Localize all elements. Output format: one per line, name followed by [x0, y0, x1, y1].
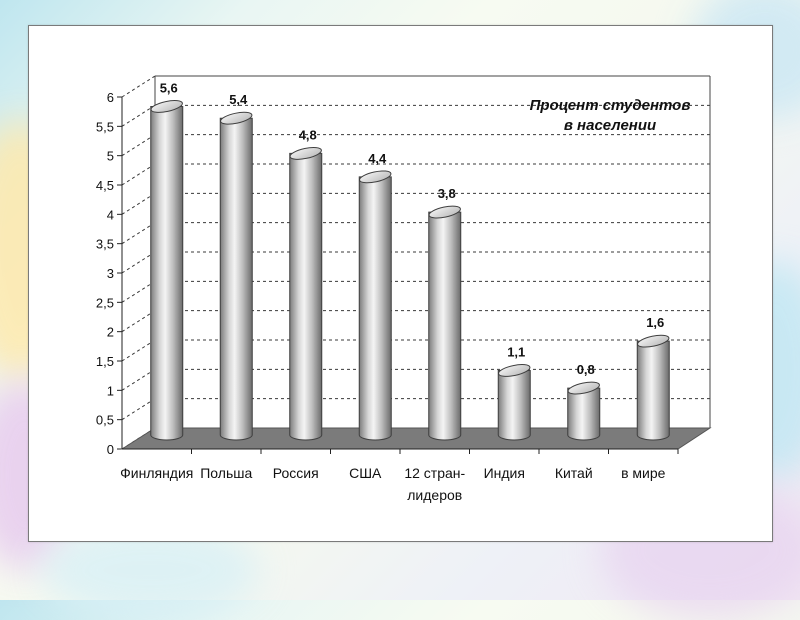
data-label: 4,4 — [368, 151, 387, 166]
x-tick-label: Россия — [273, 465, 319, 481]
gridline-side — [121, 134, 156, 157]
x-tick-label: Польша — [200, 465, 252, 481]
bar-top — [220, 111, 253, 125]
bar-top — [359, 170, 392, 184]
gridline-side — [121, 222, 156, 245]
chart-annotation: Процент студентов в населении — [500, 96, 720, 136]
gridline-side — [121, 163, 156, 186]
chart-floor — [120, 427, 712, 450]
y-tick-label: 3 — [107, 266, 114, 281]
gridline-side — [121, 339, 156, 362]
data-label: 3,8 — [438, 186, 456, 201]
data-label: 5,6 — [160, 80, 178, 95]
data-label: 1,6 — [646, 315, 664, 330]
data-label: 4,8 — [299, 127, 317, 142]
bars-layer — [150, 100, 670, 441]
y-tick-label: 4 — [107, 207, 114, 222]
bar — [497, 369, 531, 441]
y-tick-label: 3,5 — [96, 237, 114, 252]
y-tick-label: 0,5 — [96, 413, 114, 428]
bar — [289, 152, 323, 441]
data-label: 0,8 — [577, 362, 595, 377]
bar-top — [289, 146, 322, 160]
x-tick-label: в мире — [621, 465, 666, 481]
y-tick-label: 5,5 — [96, 119, 114, 134]
y-tick-label: 5 — [107, 149, 114, 164]
y-tick-label: 6 — [107, 90, 114, 105]
gridline-side — [121, 310, 156, 333]
y-tick-label: 1,5 — [96, 354, 114, 369]
gridline-side — [121, 368, 156, 391]
x-tick-label: Финляндия — [120, 465, 193, 481]
gridline-side — [121, 280, 156, 303]
bar — [358, 176, 392, 441]
gridline-side — [121, 104, 156, 127]
bar — [567, 387, 601, 441]
bar — [150, 105, 184, 441]
annotation-line: Процент студентов — [529, 97, 691, 114]
y-tick-label: 2,5 — [96, 295, 114, 310]
x-tick-label: США — [349, 465, 382, 481]
gridline-side — [121, 251, 156, 274]
data-label: 1,1 — [507, 344, 525, 359]
y-tick-label: 0 — [107, 442, 114, 457]
y-tick-label: 4,5 — [96, 178, 114, 193]
annotation-line: в населении — [563, 117, 657, 134]
bar — [636, 340, 670, 441]
gridline-side — [121, 398, 156, 421]
y-tick-label: 2 — [107, 325, 114, 340]
x-tick-label: 12 стран- — [404, 465, 465, 481]
gridline-side — [121, 75, 156, 98]
bar — [219, 117, 253, 441]
y-tick-label: 1 — [107, 383, 114, 398]
label-layer: 5,6 Финляндия 5,4 Польша 4,8 Россия 4,4 США 3,8 1… — [120, 80, 666, 503]
x-tick-label: Китай — [555, 465, 593, 481]
bar-chart: 00,511,522,533,544,555,56 5,6Финляндия5,… — [96, 75, 712, 503]
bar-top — [498, 364, 531, 377]
data-label: 5,4 — [229, 92, 248, 107]
bar-top — [567, 381, 600, 395]
bar-top — [428, 205, 461, 219]
bar-top — [150, 100, 183, 113]
x-tick-label: Индия — [484, 465, 525, 481]
bar-top — [637, 334, 670, 348]
x-tick-label: лидеров — [407, 487, 462, 503]
bar — [428, 211, 462, 441]
gridline-side — [121, 192, 156, 215]
